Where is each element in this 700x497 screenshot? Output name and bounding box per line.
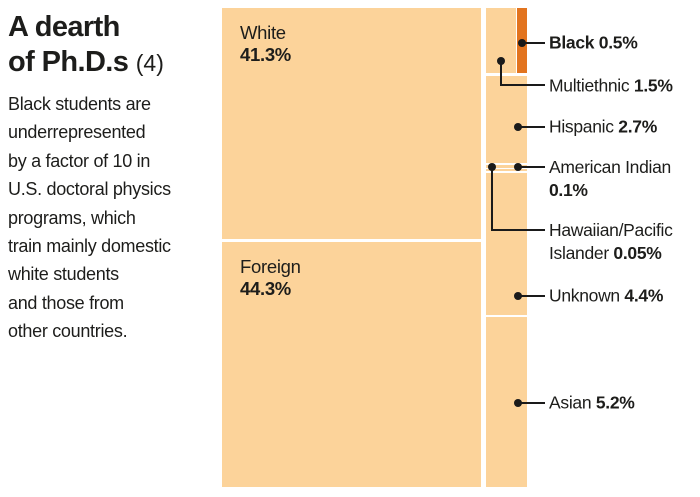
- cell-label-white: White 41.3%: [240, 22, 291, 66]
- chart-description: Black students are underrepresented by a…: [8, 90, 218, 346]
- treemap-cell-hispanic: [486, 76, 527, 163]
- description-line: train mainly domestic: [8, 236, 171, 257]
- label-unknown: Unknown 4.4%: [549, 285, 663, 308]
- label-value: 1.5%: [633, 75, 673, 96]
- treemap-cell-foreign: Foreign 44.3%: [222, 242, 481, 487]
- cell-value: 41.3%: [240, 44, 291, 65]
- description-line: white students: [8, 264, 119, 285]
- label-name: Hawaiian/Pacific Islander: [549, 220, 673, 263]
- description-line: by a factor of 10 in: [8, 150, 151, 171]
- treemap-cell-white: White 41.3%: [222, 8, 481, 239]
- treemap-cell-american-indian: [486, 164, 527, 168]
- label-value: 0.05%: [613, 243, 662, 263]
- description-line: programs, which: [8, 207, 136, 228]
- leader-line-hawaiian-pacific: [491, 229, 545, 231]
- description-line: U.S. doctoral physics: [8, 179, 171, 200]
- leader-line-multiethnic: [500, 84, 545, 86]
- description-line: Black students are: [8, 94, 151, 114]
- title-line2: of Ph.D.s: [8, 46, 129, 78]
- leader-line-hawaiian-pacific-vertical: [491, 166, 493, 231]
- label-value: 0.1%: [549, 180, 588, 200]
- cell-value: 44.3%: [240, 278, 291, 299]
- leader-line-unknown: [518, 294, 545, 297]
- label-asian: Asian 5.2%: [549, 392, 635, 415]
- leader-line-american-indian: [518, 165, 545, 168]
- leader-line-multiethnic-vertical: [500, 61, 502, 86]
- chart-title: A dearth of Ph.D.s (4): [8, 10, 218, 81]
- label-name: Multiethnic: [549, 75, 630, 96]
- leader-line-hispanic: [518, 125, 545, 128]
- label-name: Unknown: [549, 285, 620, 306]
- label-value: 2.7%: [618, 116, 657, 137]
- intro-section: A dearth of Ph.D.s (4) Black students ar…: [8, 10, 218, 346]
- cell-label-foreign: Foreign 44.3%: [240, 256, 301, 300]
- description-line: and those from: [8, 292, 124, 313]
- label-hawaiian-pacific-islander: Hawaiian/Pacific Islander 0.05%: [549, 219, 700, 265]
- cell-name: White: [240, 22, 286, 43]
- label-value: 5.2%: [595, 392, 635, 413]
- leader-line-asian: [518, 402, 545, 404]
- label-name: Asian: [549, 392, 592, 413]
- label-name: Hispanic: [549, 116, 614, 137]
- cell-name: Foreign: [240, 256, 301, 277]
- description-line: underrepresented: [8, 122, 146, 143]
- label-name: American Indian: [549, 157, 671, 177]
- leader-line-black: [521, 41, 545, 44]
- title-line1: A dearth: [8, 11, 120, 43]
- description-line: other countries.: [8, 321, 128, 342]
- label-name: Black: [549, 32, 595, 53]
- label-value: 0.5%: [598, 32, 638, 53]
- label-american-indian: American Indian 0.1%: [549, 156, 700, 202]
- label-value: 4.4%: [624, 285, 664, 306]
- treemap-cell-hawaiian-pacific-islander: [486, 168, 527, 171]
- label-hispanic: Hispanic 2.7%: [549, 116, 657, 139]
- label-multiethnic: Multiethnic 1.5%: [549, 75, 673, 98]
- title-reference-number: (4): [135, 50, 164, 76]
- label-black: Black 0.5%: [549, 32, 638, 55]
